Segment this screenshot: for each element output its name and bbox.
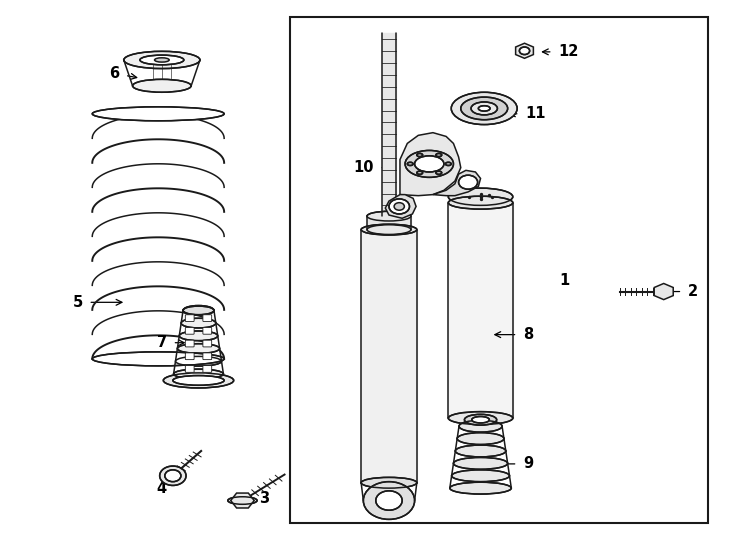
Polygon shape	[515, 43, 534, 58]
Text: 4: 4	[157, 481, 167, 496]
Ellipse shape	[461, 97, 508, 120]
Ellipse shape	[479, 106, 490, 111]
Ellipse shape	[389, 199, 410, 214]
Ellipse shape	[92, 352, 224, 366]
Bar	[290, 17, 708, 523]
FancyBboxPatch shape	[185, 340, 194, 347]
FancyBboxPatch shape	[185, 327, 194, 334]
Polygon shape	[230, 493, 254, 508]
FancyBboxPatch shape	[203, 366, 211, 373]
Ellipse shape	[450, 482, 512, 494]
Ellipse shape	[124, 51, 200, 69]
Polygon shape	[654, 284, 673, 300]
Ellipse shape	[367, 225, 411, 234]
Ellipse shape	[175, 356, 222, 366]
Ellipse shape	[417, 171, 423, 174]
FancyBboxPatch shape	[203, 327, 211, 334]
Ellipse shape	[459, 175, 478, 189]
Ellipse shape	[164, 373, 233, 388]
Ellipse shape	[407, 163, 413, 165]
Text: 6: 6	[109, 66, 137, 81]
Text: 8: 8	[495, 327, 534, 342]
FancyBboxPatch shape	[203, 315, 211, 321]
Ellipse shape	[457, 433, 504, 444]
Text: 5: 5	[73, 295, 122, 310]
Text: 11: 11	[509, 106, 546, 122]
Ellipse shape	[394, 202, 404, 210]
Ellipse shape	[472, 416, 490, 423]
Ellipse shape	[178, 343, 219, 353]
Ellipse shape	[471, 102, 498, 115]
Ellipse shape	[133, 79, 191, 92]
Text: 1: 1	[560, 273, 570, 288]
Text: 12: 12	[542, 44, 578, 59]
Ellipse shape	[183, 306, 214, 315]
Ellipse shape	[451, 470, 509, 482]
FancyBboxPatch shape	[203, 340, 211, 347]
Text: 3: 3	[259, 491, 269, 507]
Ellipse shape	[446, 163, 451, 165]
Text: 10: 10	[353, 160, 389, 175]
Ellipse shape	[228, 497, 257, 504]
Ellipse shape	[436, 153, 442, 157]
Ellipse shape	[173, 375, 224, 385]
Ellipse shape	[165, 470, 181, 482]
Ellipse shape	[179, 331, 218, 341]
Polygon shape	[385, 194, 416, 218]
Ellipse shape	[181, 318, 216, 328]
Ellipse shape	[448, 196, 513, 209]
Ellipse shape	[173, 369, 223, 379]
Text: 2: 2	[667, 284, 698, 299]
Ellipse shape	[92, 107, 224, 121]
Ellipse shape	[415, 156, 444, 172]
Ellipse shape	[465, 414, 497, 425]
Ellipse shape	[160, 466, 186, 485]
Text: 7: 7	[157, 335, 184, 350]
Ellipse shape	[454, 457, 508, 469]
FancyBboxPatch shape	[185, 366, 194, 373]
FancyBboxPatch shape	[185, 315, 194, 321]
Ellipse shape	[140, 55, 184, 65]
Ellipse shape	[361, 224, 417, 235]
Ellipse shape	[448, 411, 513, 424]
Ellipse shape	[367, 211, 411, 221]
Ellipse shape	[183, 306, 214, 315]
FancyBboxPatch shape	[185, 353, 194, 360]
Text: 9: 9	[495, 456, 533, 471]
Ellipse shape	[363, 482, 415, 519]
Ellipse shape	[155, 58, 170, 62]
Ellipse shape	[417, 153, 423, 157]
Ellipse shape	[405, 151, 454, 177]
Polygon shape	[400, 133, 461, 195]
Ellipse shape	[448, 188, 513, 205]
Polygon shape	[433, 170, 481, 195]
Ellipse shape	[455, 445, 506, 457]
Ellipse shape	[520, 47, 530, 55]
FancyBboxPatch shape	[203, 353, 211, 360]
Ellipse shape	[459, 420, 502, 432]
Ellipse shape	[451, 92, 517, 125]
Ellipse shape	[436, 171, 442, 174]
Ellipse shape	[361, 477, 417, 488]
Ellipse shape	[376, 491, 402, 510]
